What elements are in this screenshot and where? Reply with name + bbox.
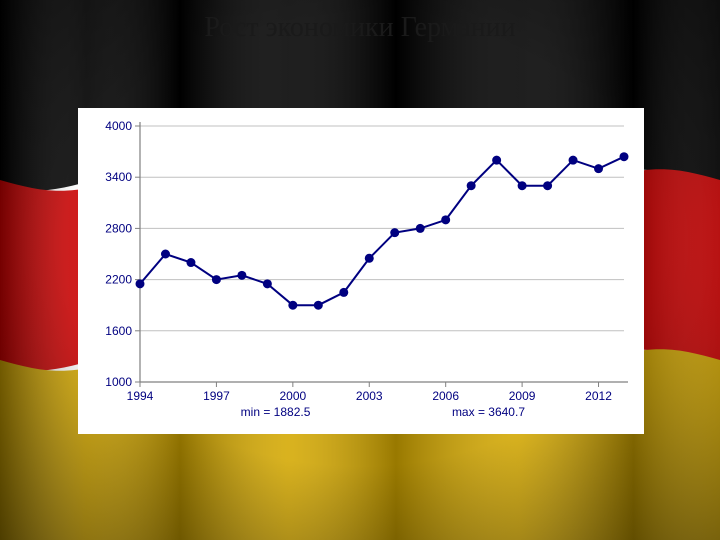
x-tick-label: 2000 bbox=[279, 389, 306, 403]
y-tick-label: 4000 bbox=[105, 119, 132, 133]
data-point bbox=[365, 254, 374, 263]
line-chart: 1000 1600 2200 2800 3400 4000 1994 1997 2000 2003… bbox=[78, 108, 644, 434]
data-point bbox=[543, 181, 552, 190]
y-tick-label: 1000 bbox=[105, 375, 132, 389]
x-tick-label: 1997 bbox=[203, 389, 230, 403]
data-point bbox=[263, 279, 272, 288]
data-line bbox=[140, 157, 624, 306]
data-point bbox=[492, 156, 501, 165]
data-point bbox=[416, 224, 425, 233]
data-point bbox=[518, 181, 527, 190]
data-point bbox=[594, 164, 603, 173]
data-point bbox=[314, 301, 323, 310]
y-tick-label: 2800 bbox=[105, 221, 132, 235]
data-point bbox=[288, 301, 297, 310]
x-tick-label: 1994 bbox=[127, 389, 154, 403]
chart-panel: 1000 1600 2200 2800 3400 4000 1994 1997 2000 2003… bbox=[78, 108, 644, 434]
data-point bbox=[569, 156, 578, 165]
data-point bbox=[339, 288, 348, 297]
footer-min: min = 1882.5 bbox=[241, 405, 311, 419]
data-point bbox=[212, 275, 221, 284]
x-tick-label: 2006 bbox=[432, 389, 459, 403]
data-point bbox=[441, 215, 450, 224]
data-point bbox=[136, 279, 145, 288]
data-point bbox=[161, 250, 170, 259]
y-tick-label: 2200 bbox=[105, 273, 132, 287]
x-tick-label: 2003 bbox=[356, 389, 383, 403]
data-point bbox=[390, 228, 399, 237]
x-tick-label: 2012 bbox=[585, 389, 612, 403]
data-point bbox=[237, 271, 246, 280]
slide-title: Рост экономики Германии bbox=[0, 12, 720, 44]
x-tick-label: 2009 bbox=[509, 389, 536, 403]
data-point bbox=[620, 152, 629, 161]
footer-max: max = 3640.7 bbox=[452, 405, 525, 419]
data-point bbox=[186, 258, 195, 267]
data-point bbox=[467, 181, 476, 190]
y-tick-label: 1600 bbox=[105, 324, 132, 338]
y-tick-label: 3400 bbox=[105, 170, 132, 184]
